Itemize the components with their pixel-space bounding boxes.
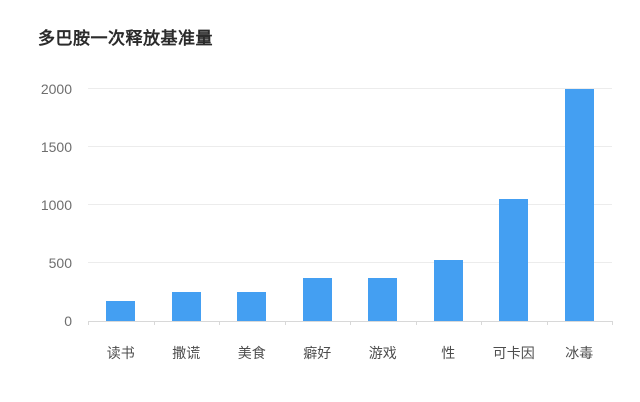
bar-读书 <box>106 301 136 321</box>
y-tick-label: 1000 <box>40 197 72 213</box>
axis-tick-mark <box>481 321 482 325</box>
y-tick-label: 2000 <box>40 81 72 97</box>
y-tick-label: 500 <box>48 255 72 271</box>
gridline-2000 <box>88 88 612 89</box>
x-tick-label: 冰毒 <box>565 345 594 361</box>
chart-title: 多巴胺一次释放基准量 <box>38 29 213 48</box>
axis-tick-mark <box>284 321 286 325</box>
bar-性 <box>433 260 463 321</box>
bar-美食 <box>237 292 267 321</box>
axis-tick-mark <box>153 321 155 325</box>
bar-癖好 <box>302 278 332 321</box>
x-tick-label: 撒谎 <box>172 345 201 361</box>
gridline-500 <box>88 262 612 263</box>
x-tick-label: 游戏 <box>368 345 397 361</box>
y-tick-label: 1500 <box>40 139 72 155</box>
axis-tick-mark <box>612 321 613 325</box>
axis-tick-mark <box>415 321 417 325</box>
x-tick-label: 读书 <box>106 345 135 361</box>
x-tick-label: 癖好 <box>303 345 332 361</box>
x-tick-label: 可卡因 <box>492 345 535 361</box>
gridline-1000 <box>88 204 612 205</box>
axis-tick-mark <box>350 321 351 325</box>
axis-tick-mark <box>219 321 220 325</box>
bar-冰毒 <box>564 89 594 321</box>
y-tick-label: 0 <box>64 313 72 329</box>
plot-area: 0 500 1000 1500 2000 读书 撒谎 美食 癖好 游戏 性 可卡因 冰毒 <box>41 82 613 360</box>
bar-可卡因 <box>499 199 529 321</box>
gridline-1500 <box>88 146 612 147</box>
bar-游戏 <box>368 278 398 321</box>
axis-tick-mark <box>546 321 548 325</box>
bar-撒谎 <box>171 292 201 321</box>
axis-tick-mark <box>88 321 89 325</box>
x-tick-label: 美食 <box>237 345 266 361</box>
x-tick-label: 性 <box>441 345 456 361</box>
